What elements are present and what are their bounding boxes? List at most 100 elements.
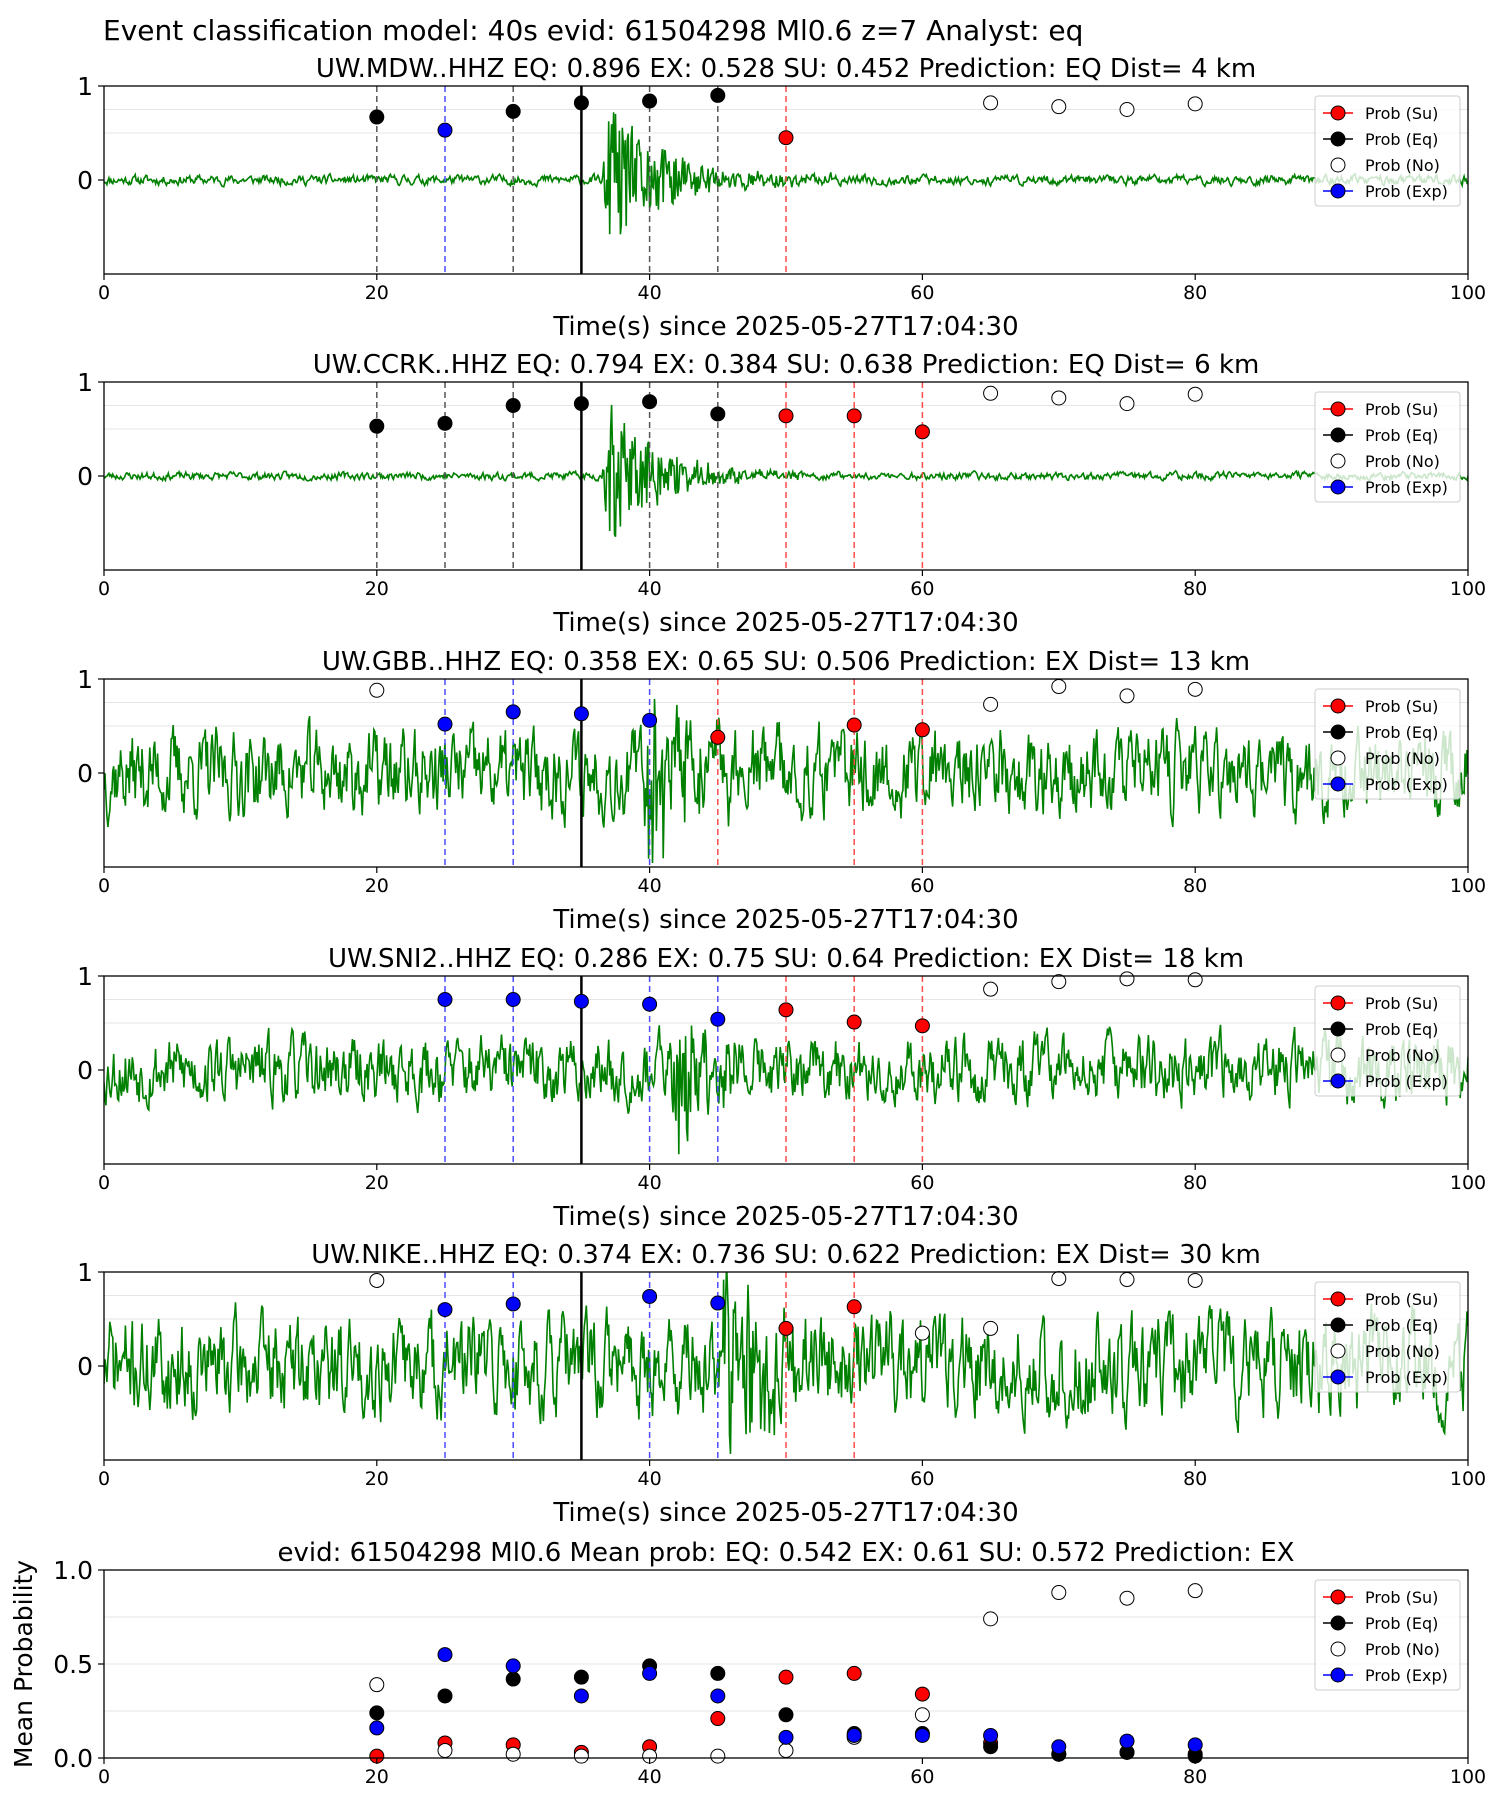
point-eq <box>710 406 726 422</box>
legend-marker-su <box>1330 698 1346 714</box>
x-tick-label: 0 <box>98 1766 110 1788</box>
legend-label: Prob (Su) <box>1365 1290 1438 1309</box>
legend-box <box>1314 95 1461 207</box>
point-no <box>983 95 999 111</box>
point-su <box>914 1018 930 1034</box>
legend-marker-su <box>1330 995 1346 1011</box>
point-eq <box>778 1707 794 1723</box>
point-exp <box>573 993 589 1009</box>
x-tick-label: 0 <box>98 1172 110 1194</box>
y-tick-label: 0 <box>77 759 93 788</box>
point-exp <box>505 1296 521 1312</box>
point-su <box>846 1299 862 1315</box>
point-exp <box>505 704 521 720</box>
legend-box <box>1314 688 1461 800</box>
legend-marker-eq <box>1330 131 1346 147</box>
point-exp <box>710 1011 726 1027</box>
point-exp <box>1119 1733 1135 1749</box>
panel-2: UW.CCRK..HHZ EQ: 0.794 EX: 0.384 SU: 0.6… <box>77 350 1486 638</box>
x-tick-label: 40 <box>638 1468 662 1490</box>
x-axis-label: Time(s) since 2025-05-27T17:04:30 <box>552 1498 1018 1528</box>
point-exp <box>369 1720 385 1736</box>
y-tick-label: 1 <box>77 72 93 101</box>
x-tick-label: 40 <box>638 578 662 600</box>
point-su <box>846 1014 862 1030</box>
point-no <box>1119 1590 1135 1606</box>
waveform-trace <box>104 1024 1468 1155</box>
point-exp <box>437 1302 453 1318</box>
panel-5: UW.NIKE..HHZ EQ: 0.374 EX: 0.736 SU: 0.6… <box>77 1240 1486 1528</box>
panel-4: UW.SNI2..HHZ EQ: 0.286 EX: 0.75 SU: 0.64… <box>77 944 1486 1232</box>
point-eq <box>437 415 453 431</box>
legend-marker-su <box>1330 105 1346 121</box>
point-no <box>1119 396 1135 412</box>
point-exp <box>642 1665 658 1681</box>
legend-label: Prob (Su) <box>1365 994 1438 1013</box>
point-no <box>1187 1272 1203 1288</box>
legend-marker-exp <box>1330 183 1346 199</box>
point-eq <box>573 95 589 111</box>
x-tick-label: 60 <box>910 578 934 600</box>
point-eq <box>642 394 658 410</box>
point-exp <box>437 1647 453 1663</box>
x-tick-label: 60 <box>910 1468 934 1490</box>
point-exp <box>573 706 589 722</box>
x-tick-label: 100 <box>1450 1766 1486 1788</box>
point-no <box>710 1748 726 1764</box>
point-eq <box>369 1705 385 1721</box>
x-tick-label: 0 <box>98 875 110 897</box>
legend-label: Prob (Eq) <box>1365 426 1438 445</box>
point-eq <box>369 418 385 434</box>
panel-title: UW.SNI2..HHZ EQ: 0.286 EX: 0.75 SU: 0.64… <box>328 944 1244 974</box>
panel-title: UW.GBB..HHZ EQ: 0.358 EX: 0.65 SU: 0.506… <box>322 647 1250 677</box>
legend-marker-su <box>1330 1291 1346 1307</box>
legend-marker-exp <box>1330 1667 1346 1683</box>
point-su <box>710 1711 726 1727</box>
legend-marker-no <box>1330 1343 1346 1359</box>
legend-label: Prob (Su) <box>1365 1588 1438 1607</box>
legend-marker-eq <box>1330 1615 1346 1631</box>
legend: Prob (Su) Prob (Eq) Prob (No) Prob (Exp) <box>1314 1579 1461 1691</box>
point-no <box>573 1748 589 1764</box>
legend-box <box>1314 1281 1461 1393</box>
point-exp <box>983 1727 999 1743</box>
x-tick-label: 20 <box>365 1766 389 1788</box>
x-tick-label: 60 <box>910 1766 934 1788</box>
y-tick-label: 0.5 <box>53 1650 93 1679</box>
x-tick-label: 40 <box>638 282 662 304</box>
y-tick-label: 0.0 <box>53 1744 93 1773</box>
figure-title: Event classification model: 40s evid: 61… <box>103 14 1083 47</box>
point-exp <box>505 1658 521 1674</box>
x-tick-label: 60 <box>910 282 934 304</box>
point-exp <box>642 1288 658 1304</box>
point-no <box>983 696 999 712</box>
point-exp <box>642 712 658 728</box>
x-tick-label: 80 <box>1183 875 1207 897</box>
legend-label: Prob (Exp) <box>1365 1072 1448 1091</box>
legend-marker-eq <box>1330 1021 1346 1037</box>
point-no <box>1051 974 1067 990</box>
legend-label: Prob (No) <box>1365 452 1440 471</box>
point-no <box>914 1707 930 1723</box>
point-no <box>369 682 385 698</box>
legend-label: Prob (No) <box>1365 1342 1440 1361</box>
point-no <box>914 1325 930 1341</box>
x-tick-label: 40 <box>638 1172 662 1194</box>
panel-title: UW.MDW..HHZ EQ: 0.896 EX: 0.528 SU: 0.45… <box>316 54 1256 84</box>
point-no <box>1187 1583 1203 1599</box>
legend-label: Prob (Eq) <box>1365 130 1438 149</box>
x-tick-label: 40 <box>638 875 662 897</box>
x-axis-label: Time(s) since 2025-05-27T17:04:30 <box>552 905 1018 935</box>
legend-box <box>1314 391 1461 503</box>
panel-3: UW.GBB..HHZ EQ: 0.358 EX: 0.65 SU: 0.506… <box>77 647 1486 935</box>
point-su <box>778 130 794 146</box>
point-exp <box>914 1727 930 1743</box>
point-eq <box>573 396 589 412</box>
point-eq <box>369 109 385 125</box>
legend-label: Prob (Exp) <box>1365 1368 1448 1387</box>
y-tick-label: 1.0 <box>53 1556 93 1585</box>
x-tick-label: 0 <box>98 578 110 600</box>
point-exp <box>846 1727 862 1743</box>
legend-marker-no <box>1330 453 1346 469</box>
point-su <box>914 1686 930 1702</box>
